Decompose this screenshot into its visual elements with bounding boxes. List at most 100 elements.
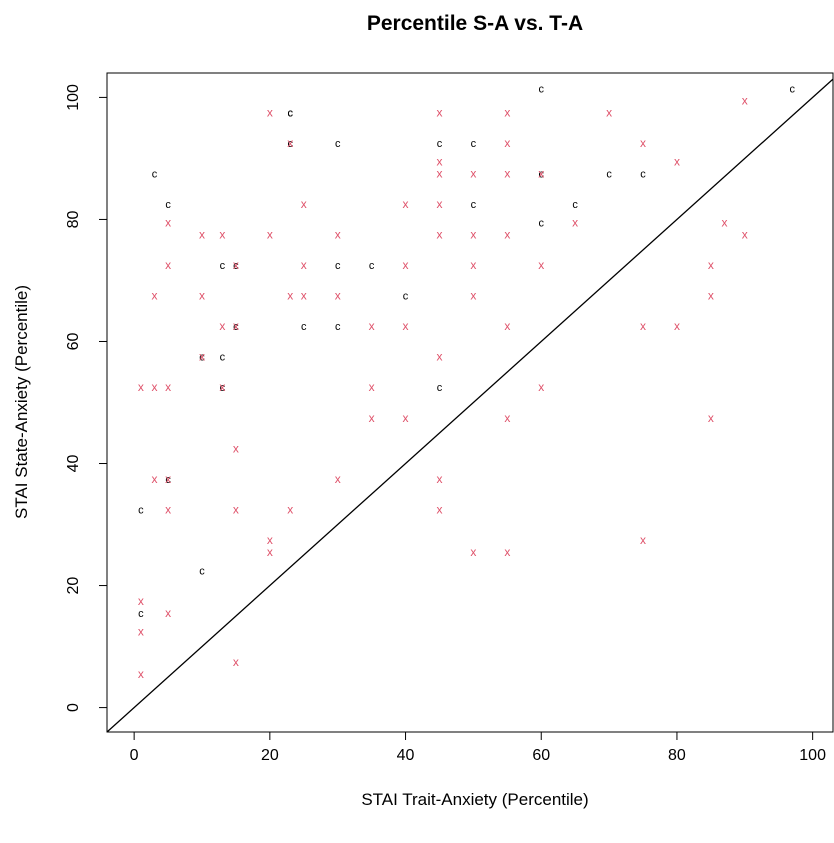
point-c-marker: c: [538, 217, 544, 229]
point-x-marker: x: [267, 228, 273, 242]
point-c-marker: c: [220, 260, 226, 272]
point-c-marker: c: [233, 260, 239, 272]
reference-line-layer: [106, 78, 834, 733]
point-x-marker: x: [742, 228, 748, 242]
point-c-marker: c: [199, 352, 205, 364]
point-x-marker: x: [151, 472, 157, 486]
point-x-marker: x: [436, 228, 442, 242]
point-x-marker: x: [674, 154, 680, 168]
point-c-marker: c: [790, 83, 796, 95]
point-x-marker: x: [335, 228, 341, 242]
y-tick-label: 0: [65, 703, 82, 712]
point-x-marker: x: [538, 167, 544, 181]
point-c-marker: c: [471, 199, 477, 211]
point-c-marker: c: [233, 321, 239, 333]
x-tick-label: 80: [668, 747, 686, 764]
point-x-marker: x: [301, 258, 307, 272]
y-axis-label: STAI State-Anxiety (Percentile): [12, 285, 31, 519]
point-x-marker: x: [199, 228, 205, 242]
point-x-marker: x: [708, 289, 714, 303]
point-x-marker: x: [504, 319, 510, 333]
point-x-marker: x: [151, 289, 157, 303]
point-c-marker: c: [152, 169, 158, 181]
point-x-marker: x: [606, 106, 612, 120]
point-x-marker: x: [538, 380, 544, 394]
x-tick-label: 40: [397, 747, 415, 764]
point-x-marker: x: [369, 411, 375, 425]
point-x-marker: x: [436, 106, 442, 120]
point-x-marker: x: [199, 350, 205, 364]
point-c-marker: c: [640, 169, 646, 181]
point-c-marker: c: [138, 504, 144, 516]
point-x-marker: x: [267, 106, 273, 120]
x-tick-label: 20: [261, 747, 279, 764]
point-x-marker: x: [708, 258, 714, 272]
point-x-marker: x: [301, 197, 307, 211]
point-x-marker: x: [369, 319, 375, 333]
point-x-marker: x: [504, 545, 510, 559]
y-tick-label: 60: [65, 332, 82, 350]
point-x-marker: x: [199, 289, 205, 303]
point-c-marker: c: [335, 138, 341, 150]
point-x-marker: x: [504, 228, 510, 242]
point-x-marker: x: [470, 289, 476, 303]
x-axis-label: STAI Trait-Anxiety (Percentile): [361, 790, 588, 809]
y-tick-label: 40: [65, 455, 82, 473]
point-c-marker: c: [572, 199, 578, 211]
point-x-marker: x: [470, 258, 476, 272]
point-x-marker: x: [504, 136, 510, 150]
point-x-marker: x: [287, 289, 293, 303]
point-c-marker: c: [287, 138, 293, 150]
point-x-marker: x: [138, 624, 144, 638]
point-c-marker: c: [138, 608, 144, 620]
plot-box: [106, 72, 834, 733]
point-x-marker: x: [436, 350, 442, 364]
chart-title: Percentile S-A vs. T-A: [367, 12, 583, 35]
point-x-marker: x: [165, 215, 171, 229]
point-x-marker: x: [138, 380, 144, 394]
point-c-marker: c: [403, 291, 409, 303]
point-x-marker: x: [742, 93, 748, 107]
point-c-marker: c: [335, 321, 341, 333]
point-c-marker: c: [287, 108, 293, 120]
point-x-marker: x: [708, 411, 714, 425]
point-x-marker: x: [165, 380, 171, 394]
point-x-marker: x: [233, 441, 239, 455]
point-c-marker: c: [538, 83, 544, 95]
point-c-marker: c: [471, 138, 477, 150]
point-x-marker: x: [267, 545, 273, 559]
point-c-marker: c: [165, 199, 171, 211]
x-tick-label: 60: [532, 747, 550, 764]
point-x-marker: x: [403, 411, 409, 425]
point-c-marker: c: [437, 382, 443, 394]
point-c-marker: c: [369, 260, 375, 272]
point-x-marker: x: [403, 258, 409, 272]
point-x-marker: x: [301, 289, 307, 303]
point-c-marker: c: [220, 352, 226, 364]
point-x-marker: x: [674, 319, 680, 333]
point-x-marker: x: [436, 154, 442, 168]
point-x-marker: x: [640, 533, 646, 547]
point-x-marker: x: [436, 197, 442, 211]
point-x-marker: x: [233, 319, 239, 333]
point-x-marker: x: [219, 380, 225, 394]
point-x-marker: x: [403, 319, 409, 333]
point-x-marker: x: [335, 289, 341, 303]
point-c-marker: c: [301, 321, 307, 333]
point-x-marker: x: [233, 502, 239, 516]
point-x-marker: x: [138, 594, 144, 608]
point-x-marker: x: [165, 606, 171, 620]
point-c-marker: c: [220, 382, 226, 394]
point-x-marker: x: [219, 228, 225, 242]
point-x-marker: x: [436, 472, 442, 486]
point-x-marker: x: [436, 167, 442, 181]
point-c-marker: c: [287, 108, 293, 120]
point-x-marker: x: [640, 319, 646, 333]
y-tick-label: 20: [65, 577, 82, 595]
point-x-marker: x: [504, 167, 510, 181]
point-x-marker: x: [165, 258, 171, 272]
point-x-marker: x: [233, 655, 239, 669]
y-tick-label: 80: [65, 210, 82, 228]
